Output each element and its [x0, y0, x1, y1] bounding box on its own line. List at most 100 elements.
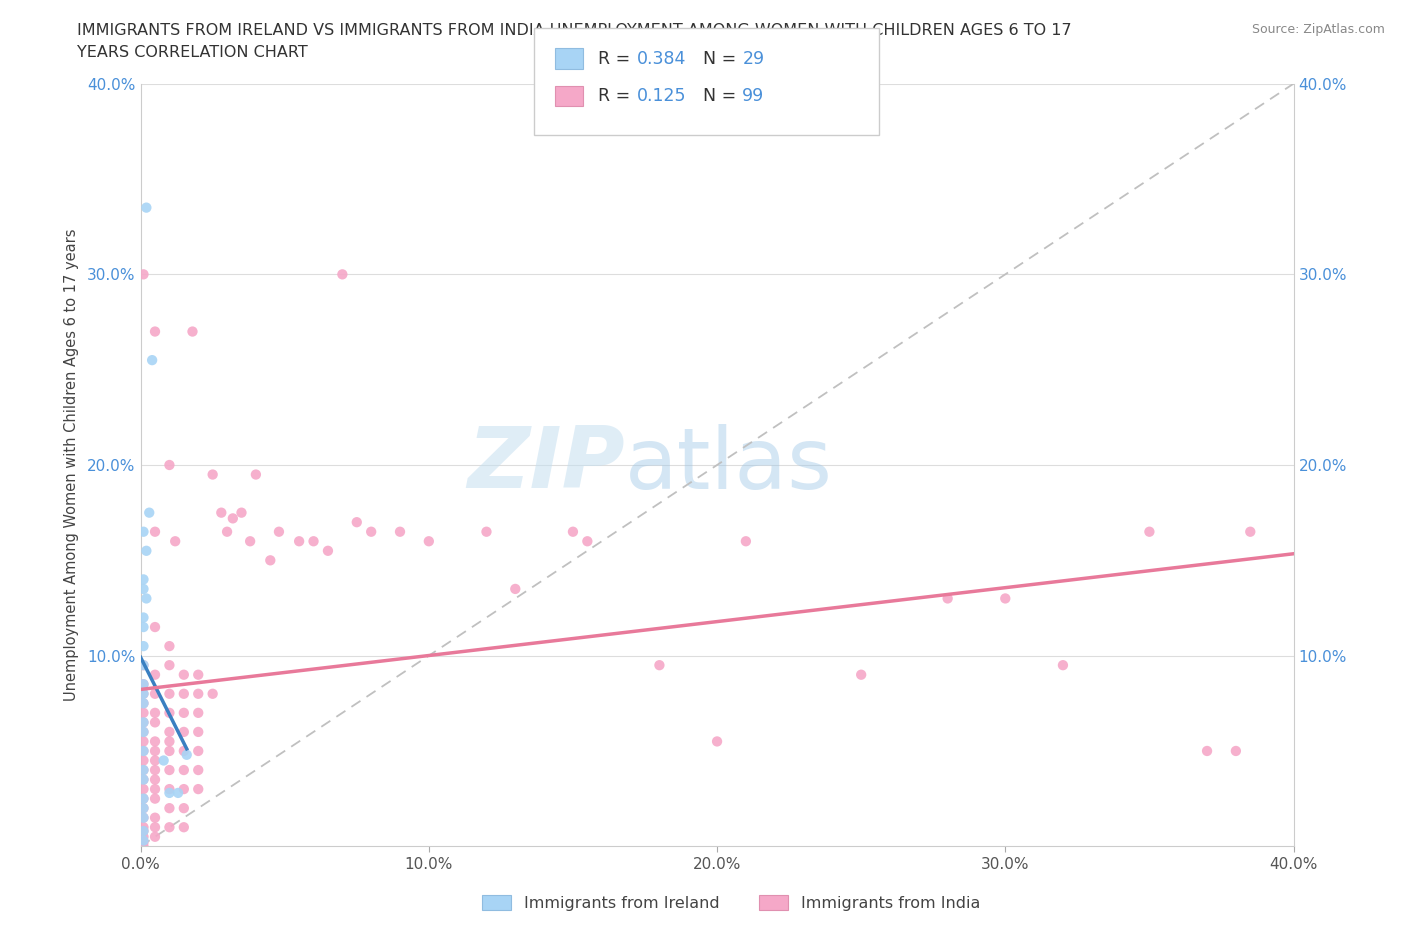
Point — [173, 801, 195, 816]
Point — [245, 467, 267, 482]
Text: R =: R = — [598, 86, 636, 105]
Point — [187, 724, 209, 739]
Point — [187, 686, 209, 701]
Point — [187, 744, 209, 759]
Point — [132, 734, 155, 749]
Text: Source: ZipAtlas.com: Source: ZipAtlas.com — [1251, 23, 1385, 36]
Point — [159, 820, 180, 835]
Point — [316, 543, 339, 558]
Point — [143, 820, 166, 835]
Y-axis label: Unemployment Among Women with Children Ages 6 to 17 years: Unemployment Among Women with Children A… — [63, 229, 79, 701]
Point — [143, 715, 166, 730]
Point — [143, 686, 166, 701]
Point — [143, 619, 166, 634]
Point — [159, 734, 180, 749]
Point — [562, 525, 585, 539]
Point — [132, 610, 155, 625]
Point — [132, 810, 155, 825]
Point — [187, 668, 209, 683]
Point — [143, 810, 166, 825]
Point — [143, 744, 166, 759]
Point — [132, 839, 155, 854]
Point — [173, 724, 195, 739]
Point — [209, 505, 232, 520]
Point — [132, 810, 155, 825]
Point — [217, 525, 239, 539]
Point — [132, 835, 155, 850]
Text: 29: 29 — [742, 49, 765, 68]
Point — [135, 200, 157, 215]
Point — [576, 534, 599, 549]
Point — [239, 534, 262, 549]
Point — [132, 696, 155, 711]
Point — [132, 820, 155, 835]
Point — [288, 534, 311, 549]
Point — [173, 781, 195, 796]
Point — [132, 572, 155, 587]
Point — [159, 705, 180, 720]
Point — [143, 781, 166, 796]
Point — [132, 781, 155, 796]
Point — [503, 581, 526, 596]
Point — [181, 324, 204, 339]
Point — [132, 744, 155, 759]
Point — [132, 791, 155, 806]
Point — [132, 801, 155, 816]
Point — [132, 619, 155, 634]
Point — [201, 686, 224, 701]
Point — [141, 352, 163, 367]
Point — [231, 505, 253, 520]
Point — [143, 734, 166, 749]
Point — [132, 791, 155, 806]
Point — [159, 781, 180, 796]
Point — [132, 267, 155, 282]
Point — [1225, 744, 1247, 759]
Point — [132, 824, 155, 839]
Point — [849, 668, 872, 683]
Point — [135, 591, 157, 606]
Point — [159, 686, 180, 701]
Point — [132, 686, 155, 701]
Text: 99: 99 — [742, 86, 765, 105]
Point — [187, 763, 209, 777]
Point — [132, 658, 155, 672]
Point — [159, 801, 180, 816]
Point — [132, 639, 155, 654]
Point — [360, 525, 382, 539]
Point — [143, 668, 166, 683]
Point — [143, 705, 166, 720]
Point — [132, 525, 155, 539]
Point — [132, 772, 155, 787]
Point — [346, 514, 368, 529]
Point — [132, 830, 155, 844]
Point — [173, 686, 195, 701]
Text: YEARS CORRELATION CHART: YEARS CORRELATION CHART — [77, 45, 308, 60]
Point — [936, 591, 959, 606]
Point — [176, 748, 198, 763]
Point — [132, 801, 155, 816]
Point — [143, 525, 166, 539]
Point — [132, 581, 155, 596]
Point — [173, 705, 195, 720]
Point — [143, 763, 166, 777]
Point — [132, 705, 155, 720]
Point — [173, 668, 195, 683]
Point — [159, 658, 180, 672]
Point — [1052, 658, 1074, 672]
Point — [143, 772, 166, 787]
Point — [132, 724, 155, 739]
Point — [332, 267, 354, 282]
Point — [159, 724, 180, 739]
Point — [1239, 525, 1261, 539]
Point — [388, 525, 411, 539]
Point — [132, 715, 155, 730]
Point — [143, 791, 166, 806]
Point — [143, 753, 166, 768]
Point — [159, 786, 180, 801]
Point — [187, 781, 209, 796]
Point — [187, 705, 209, 720]
Text: ZIP: ZIP — [467, 423, 624, 507]
Text: 0.125: 0.125 — [637, 86, 686, 105]
Point — [173, 744, 195, 759]
Point — [648, 658, 671, 672]
